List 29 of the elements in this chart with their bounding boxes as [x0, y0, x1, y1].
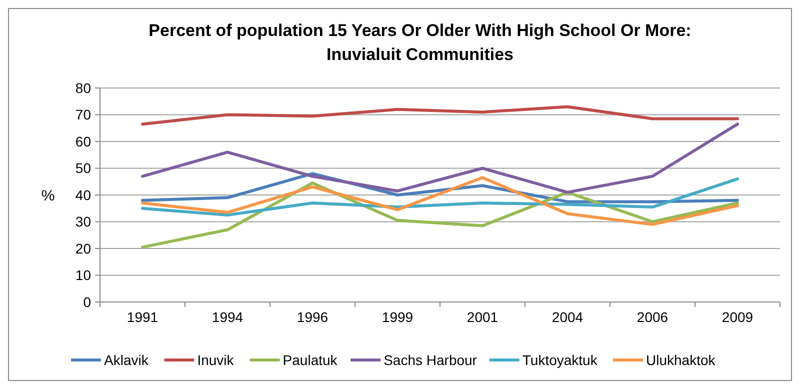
- x-tick-label: 1991: [126, 309, 158, 325]
- legend-label: Inuvik: [197, 352, 235, 368]
- legend-label: Tuktoyaktuk: [522, 352, 598, 368]
- y-axis-title: %: [41, 187, 55, 204]
- x-tick-label: 1994: [212, 309, 244, 325]
- x-tick-label: 2001: [466, 309, 498, 325]
- x-tick-label: 2004: [552, 309, 584, 325]
- y-tick-label: 10: [75, 267, 92, 284]
- y-tick-label: 30: [75, 214, 92, 230]
- x-tick-label: 1996: [296, 309, 328, 325]
- x-tick-label: 1999: [382, 309, 414, 325]
- legend-label: Ulukhaktok: [646, 352, 716, 368]
- line-series: [141, 176, 739, 226]
- chart-title: Percent of population 15 Years Or Older With High School Or More: Inuvialuit Communities: [148, 21, 692, 64]
- y-tick-label: 0: [83, 294, 92, 310]
- legend-label: Paulatuk: [282, 352, 338, 368]
- line-series: [141, 177, 739, 217]
- y-tick-label: 50: [75, 160, 92, 176]
- legend-label: Aklavik: [104, 352, 150, 368]
- x-tick-label: 2009: [722, 309, 754, 325]
- line-series: [141, 122, 739, 194]
- x-tick-label: 2006: [636, 309, 668, 325]
- legend-label: Sachs Harbour: [384, 352, 478, 368]
- y-tick-label: 80: [75, 80, 92, 96]
- y-tick-label: 40: [75, 186, 92, 203]
- y-tick-label: 60: [75, 133, 92, 150]
- y-tick-label: 20: [75, 240, 92, 256]
- line-series: [141, 105, 739, 126]
- y-tick-label: 70: [75, 106, 92, 123]
